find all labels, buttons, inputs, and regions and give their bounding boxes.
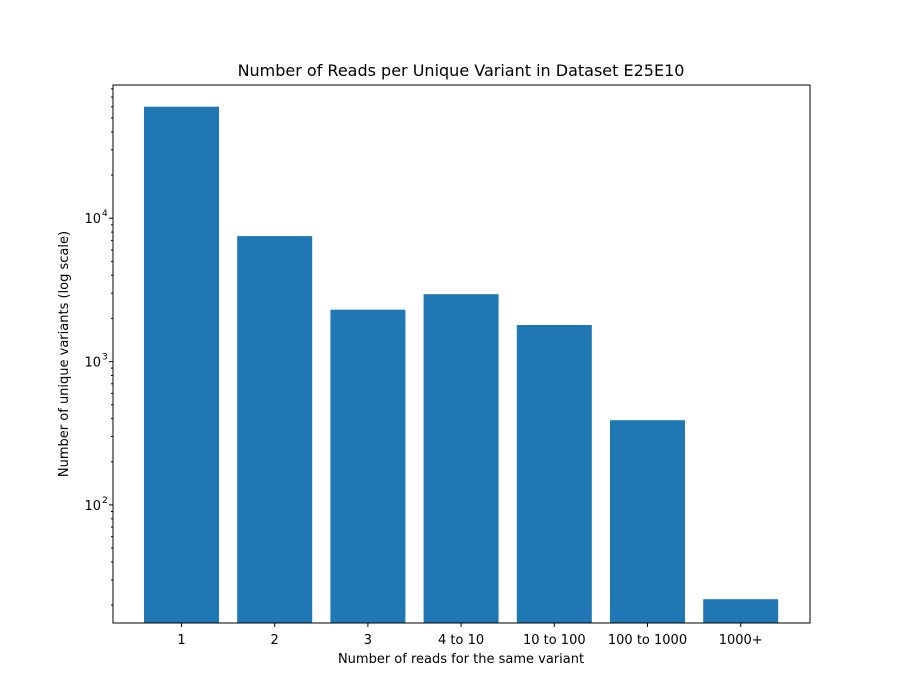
bar-1 xyxy=(144,106,219,623)
y-tick-exponent: 2 xyxy=(102,496,108,506)
x-tick-label: 100 to 1000 xyxy=(608,633,687,648)
bars-group xyxy=(144,106,779,623)
bar-2 xyxy=(237,236,313,623)
x-tick-label: 1000+ xyxy=(719,633,763,648)
y-tick-exponent: 3 xyxy=(102,353,108,363)
x-tick-label: 10 to 100 xyxy=(523,633,586,648)
x-tick-label: 1 xyxy=(177,633,185,648)
x-axis-ticks: 1 2 3 4 to 10 10 to 100 100 to 1000 1000+ xyxy=(177,623,763,648)
y-tick-label: 10 xyxy=(84,212,101,227)
bar-7 xyxy=(703,599,779,623)
bar-4 xyxy=(423,294,499,623)
x-axis-label: Number of reads for the same variant xyxy=(338,652,584,667)
plot-frame xyxy=(112,84,811,624)
chart-title: Number of Reads per Unique Variant in Da… xyxy=(238,61,685,80)
y-tick-label: 10 xyxy=(84,356,101,371)
bar-3 xyxy=(330,309,406,623)
bar-6 xyxy=(610,420,685,623)
y-axis-label: Number of unique variants (log scale) xyxy=(57,231,72,477)
x-tick-label: 3 xyxy=(364,633,372,648)
x-tick-label: 2 xyxy=(271,633,279,648)
x-tick-label: 4 to 10 xyxy=(438,633,484,648)
y-tick-label: 10 xyxy=(84,499,101,514)
bar-5 xyxy=(516,325,592,623)
y-tick-exponent: 4 xyxy=(102,209,108,219)
